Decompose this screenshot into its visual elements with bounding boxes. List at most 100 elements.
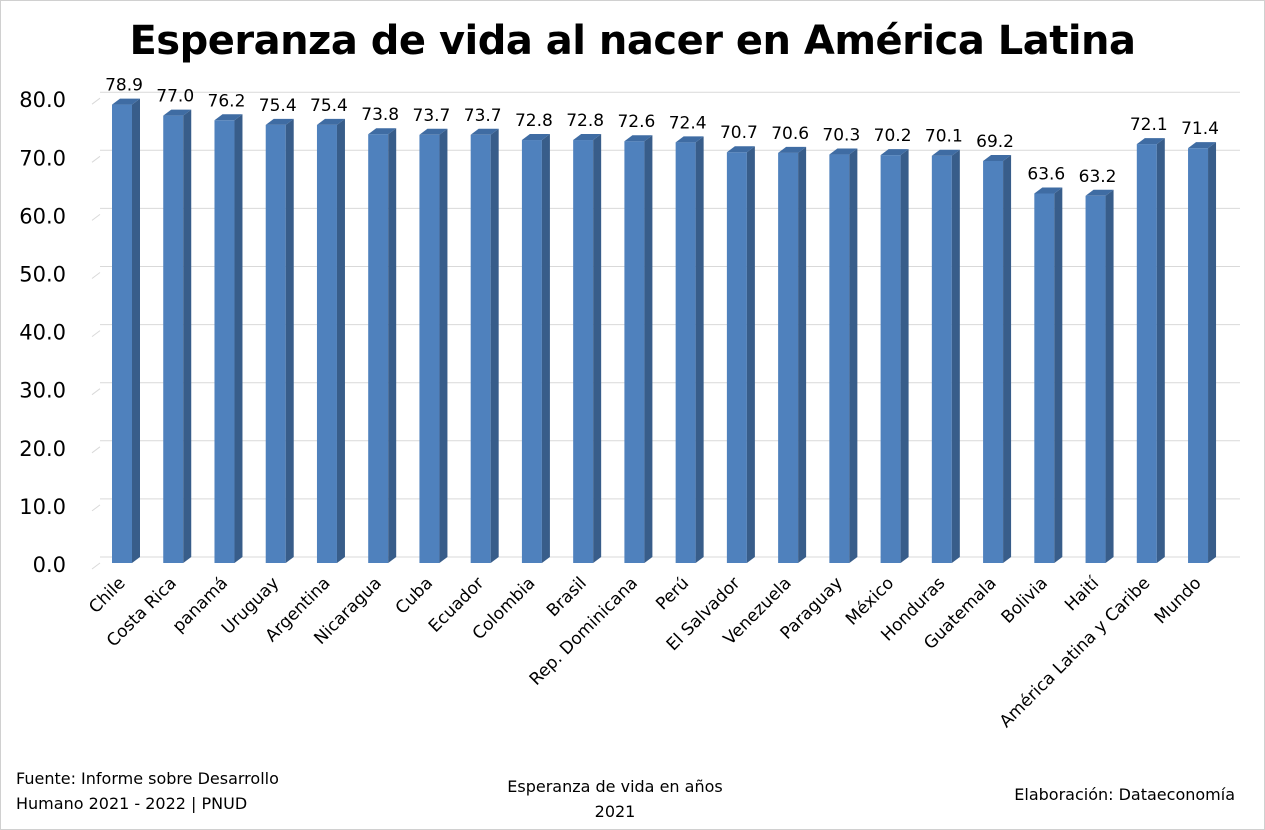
data-label: 73.7 bbox=[413, 106, 451, 126]
gridline-diagonal bbox=[91, 213, 101, 221]
bar-top bbox=[470, 128, 499, 135]
bar-top bbox=[112, 98, 140, 105]
data-label: 72.1 bbox=[1130, 115, 1168, 135]
y-tick-label: 50.0 bbox=[19, 263, 66, 287]
bar bbox=[726, 152, 747, 563]
y-tick-label: 10.0 bbox=[19, 495, 66, 519]
data-label: 75.4 bbox=[259, 96, 297, 116]
bar-top bbox=[675, 136, 704, 143]
x-tick-label: Bolivia bbox=[998, 573, 1052, 627]
source-line-1: Fuente: Informe sobre Desarrollo bbox=[16, 769, 279, 788]
data-label: 72.8 bbox=[515, 111, 553, 131]
bar-top bbox=[419, 128, 448, 135]
bar-side bbox=[285, 118, 294, 564]
data-label: 77.0 bbox=[156, 87, 194, 107]
bar bbox=[368, 134, 389, 564]
data-label: 63.6 bbox=[1027, 164, 1065, 184]
x-tick-label: Haití bbox=[1061, 572, 1104, 615]
bar-top bbox=[265, 118, 294, 125]
bar bbox=[983, 160, 1004, 563]
source-line-2: Humano 2021 - 2022 | PNUD bbox=[16, 794, 248, 813]
data-label: 76.2 bbox=[208, 91, 246, 111]
data-label: 72.8 bbox=[566, 111, 604, 131]
x-tick-label: Perú bbox=[652, 573, 693, 614]
x-axis-label: Esperanza de vida en años bbox=[507, 777, 723, 796]
bar bbox=[163, 115, 184, 563]
bar bbox=[470, 134, 491, 564]
y-tick-label: 0.0 bbox=[33, 553, 66, 577]
y-tick-label: 40.0 bbox=[19, 321, 66, 345]
data-label: 73.8 bbox=[361, 105, 399, 125]
bar-top bbox=[1085, 189, 1114, 196]
data-label: 69.2 bbox=[976, 132, 1014, 152]
bar-side bbox=[388, 128, 397, 564]
bar-top bbox=[829, 148, 858, 155]
bar-side bbox=[798, 146, 807, 563]
x-axis-title: Esperanza de vida en años 2021 bbox=[440, 774, 790, 824]
bar-side bbox=[1054, 187, 1063, 563]
bar bbox=[265, 124, 286, 564]
bar-side bbox=[183, 109, 192, 563]
bar bbox=[1136, 144, 1157, 563]
bar bbox=[880, 155, 901, 563]
bar-top bbox=[1034, 187, 1063, 194]
bar bbox=[214, 120, 235, 563]
data-label: 70.3 bbox=[822, 126, 860, 146]
bar-top bbox=[521, 134, 550, 141]
bar-top bbox=[214, 114, 243, 121]
data-label: 70.7 bbox=[720, 123, 758, 143]
bar-side bbox=[695, 136, 704, 563]
gridline-diagonal bbox=[91, 97, 101, 105]
bar bbox=[1188, 148, 1209, 563]
gridline-diagonal bbox=[91, 562, 101, 570]
gridline-diagonal bbox=[91, 155, 101, 163]
bar-top bbox=[778, 146, 807, 153]
data-label: 72.6 bbox=[617, 112, 655, 132]
bar-top bbox=[1188, 142, 1217, 149]
y-tick-label: 30.0 bbox=[19, 379, 66, 403]
bar bbox=[778, 152, 799, 563]
bar-side bbox=[900, 149, 909, 563]
gridline-diagonal bbox=[91, 330, 101, 338]
bar-top bbox=[726, 146, 755, 153]
bar-side bbox=[644, 135, 653, 563]
data-label: 70.1 bbox=[925, 127, 963, 147]
bar-side bbox=[1208, 142, 1217, 563]
data-label: 73.7 bbox=[464, 106, 502, 126]
x-tick-label: Mundo bbox=[1151, 573, 1206, 628]
bar-top bbox=[931, 149, 960, 156]
data-label: 72.4 bbox=[669, 113, 707, 133]
bar-side bbox=[849, 148, 858, 563]
y-tick-label: 60.0 bbox=[19, 204, 66, 228]
x-tick-label: Brasil bbox=[543, 573, 591, 621]
x-tick-label: Cuba bbox=[392, 573, 437, 618]
data-label: 70.2 bbox=[874, 126, 912, 146]
x-tick-label: Chile bbox=[85, 573, 129, 617]
bar-top bbox=[983, 154, 1012, 161]
data-label: 78.9 bbox=[105, 76, 143, 96]
bar-top bbox=[1136, 138, 1165, 145]
bar bbox=[573, 140, 594, 564]
bar-top bbox=[624, 135, 653, 142]
bar-side bbox=[234, 114, 243, 563]
bar-side bbox=[541, 134, 550, 564]
bar-side bbox=[336, 118, 345, 564]
bar-top bbox=[163, 109, 192, 116]
bar bbox=[1034, 193, 1055, 563]
bar-side bbox=[746, 146, 755, 563]
credit-note: Elaboración: Dataeconomía bbox=[1014, 785, 1235, 804]
data-label: 70.6 bbox=[771, 124, 809, 144]
bar-side bbox=[1003, 154, 1012, 563]
data-label: 63.2 bbox=[1079, 167, 1117, 187]
bar bbox=[624, 141, 645, 563]
bar bbox=[521, 140, 542, 564]
y-tick-label: 20.0 bbox=[19, 437, 66, 461]
gridline-diagonal bbox=[91, 272, 101, 279]
bar-side bbox=[593, 134, 602, 564]
bar-side bbox=[1156, 138, 1165, 563]
bar-side bbox=[951, 149, 960, 563]
gridline-diagonal bbox=[91, 504, 101, 512]
bar-top bbox=[368, 128, 397, 135]
y-tick-label: 80.0 bbox=[19, 88, 66, 112]
